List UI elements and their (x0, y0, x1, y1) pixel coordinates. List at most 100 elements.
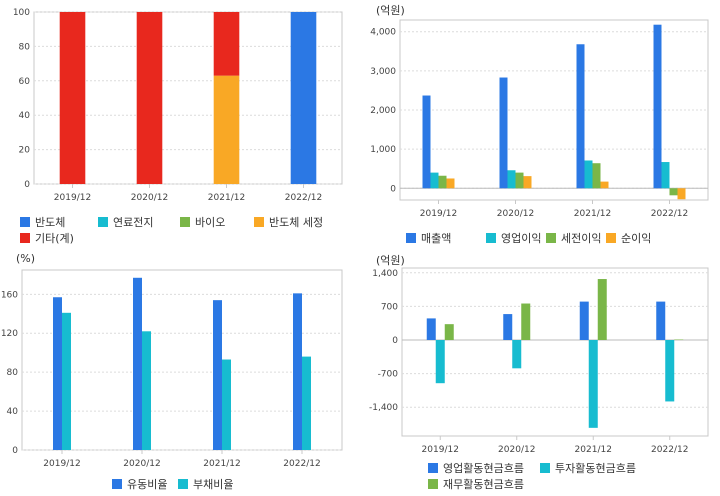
bar (661, 162, 670, 189)
x-tick-label: 2021/12 (208, 193, 245, 203)
x-tick-label: 2022/12 (283, 459, 320, 469)
legend-item: 연료전지 (98, 214, 153, 230)
bar (656, 301, 666, 340)
bar (446, 178, 455, 189)
x-tick-label: 2019/12 (54, 193, 91, 203)
legend-label: 부채비율 (193, 478, 234, 491)
y-tick-label: 0 (392, 336, 398, 346)
x-tick-label: 2022/12 (285, 193, 322, 203)
bar (62, 312, 71, 450)
y-tick-label: 120 (1, 329, 18, 339)
legend-label: 영업이익 (501, 232, 542, 245)
bar (515, 172, 524, 189)
legend-swatch (20, 233, 30, 243)
bar (444, 324, 454, 340)
y-tick-label: 700 (381, 302, 398, 312)
x-tick-label: 2020/12 (123, 459, 160, 469)
y-tick-label: 80 (7, 368, 19, 378)
legend-item: 순이익 (606, 230, 651, 246)
y-tick-label: -700 (378, 370, 399, 380)
bar (222, 359, 231, 450)
bar (293, 293, 302, 450)
x-tick-label: 2020/12 (497, 209, 534, 219)
unit-label-ratio: (%) (16, 252, 36, 265)
chart-panel-composition: 0 20 40 60 80 100 2019/12 2020/12 2021/12 2022/12… (0, 0, 360, 248)
chart-panel-profit: (억원) 0 1,000 2,000 3,000 4,000 2019/12 2020/12… (360, 0, 720, 248)
bar (426, 318, 436, 340)
legend-item: 유동비율 (112, 476, 167, 492)
bar (136, 12, 163, 184)
x-tick-label: 2021/12 (574, 209, 611, 219)
y-tick-label: 60 (19, 77, 31, 87)
legend-label: 투자활동현금흐름 (555, 462, 636, 475)
x-tick-label: 2019/12 (422, 445, 459, 455)
bar (592, 163, 601, 189)
legend-item: 영업이익 (486, 230, 541, 246)
bar (576, 44, 585, 189)
legend-swatch (112, 479, 122, 489)
legend-ratio: 유동비율 부채비율 (112, 476, 312, 494)
y-tick-label: 160 (1, 290, 18, 300)
legend-label: 재무활동현금흐름 (443, 478, 524, 491)
bar (430, 172, 439, 189)
legend-item: 세전이익 (546, 230, 601, 246)
chart-panel-cashflow: (억원) -1,400 -700 0 700 1,400 2019/12 2020/12 20… (360, 248, 720, 496)
legend-item: 영업활동현금흐름 (428, 460, 524, 476)
y-tick-label: 0 (12, 446, 18, 456)
bar (584, 160, 593, 189)
bar (290, 12, 317, 184)
bar (600, 181, 609, 189)
bar (588, 340, 598, 428)
bar (507, 170, 516, 189)
bar (677, 188, 686, 200)
legend-item: 기타(계) (20, 230, 74, 246)
chart-cashflow: -1,400 -700 0 700 1,400 2019/12 2020/12 2021/12… (369, 267, 709, 455)
legend-swatch (546, 233, 556, 243)
legend-swatch (180, 217, 190, 227)
y-tick-label: 1,000 (370, 145, 396, 155)
legend-swatch (20, 217, 30, 227)
legend-swatch (98, 217, 108, 227)
x-tick-label: 2022/12 (651, 209, 688, 219)
bar (53, 297, 62, 450)
legend-item: 부채비율 (178, 476, 233, 492)
bar (669, 188, 678, 196)
legend-item: 반도체 (20, 214, 65, 230)
x-tick-label: 2022/12 (651, 445, 688, 455)
legend-label: 영업활동현금흐름 (443, 462, 524, 475)
bar (674, 339, 684, 341)
unit-label-profit: (억원) (376, 4, 405, 17)
plot-frame (401, 267, 709, 437)
y-tick-label: 2,000 (370, 106, 396, 116)
y-tick-label: 40 (19, 111, 31, 121)
bar (302, 356, 311, 450)
legend-item: 투자활동현금흐름 (540, 460, 636, 476)
legend-label: 기타(계) (35, 232, 74, 245)
bar (521, 303, 531, 340)
x-tick-label: 2021/12 (203, 459, 240, 469)
y-tick-label: 20 (19, 146, 31, 156)
bar (435, 340, 445, 384)
legend-swatch (428, 479, 438, 489)
legend-swatch (486, 233, 496, 243)
legend-swatch (540, 463, 550, 473)
legend-composition: 반도체 연료전지 바이오 반도체 세정 기타(계) (20, 214, 360, 248)
bar (133, 277, 142, 450)
y-tick-label: 1,400 (372, 269, 398, 279)
y-tick-label: 3,000 (370, 67, 396, 77)
legend-item: 재무활동현금흐름 (428, 476, 524, 492)
legend-item: 매출액 (406, 230, 451, 246)
legend-swatch (606, 233, 616, 243)
bar (422, 95, 431, 189)
bar (579, 301, 589, 340)
y-tick-label: 40 (7, 407, 19, 417)
x-tick-label: 2019/12 (420, 209, 457, 219)
legend-item: 반도체 세정 (254, 214, 323, 230)
bar (653, 24, 662, 189)
chart-composition: 0 20 40 60 80 100 2019/12 2020/12 2021/12 2022/12 (13, 8, 343, 203)
x-tick-label: 2021/12 (575, 445, 612, 455)
y-tick-label: 80 (19, 42, 31, 52)
chart-panel-ratio: (%) 0 40 80 120 160 2019/12 2020/12 2021/12 2022… (0, 248, 360, 496)
legend-label: 연료전지 (113, 216, 154, 229)
